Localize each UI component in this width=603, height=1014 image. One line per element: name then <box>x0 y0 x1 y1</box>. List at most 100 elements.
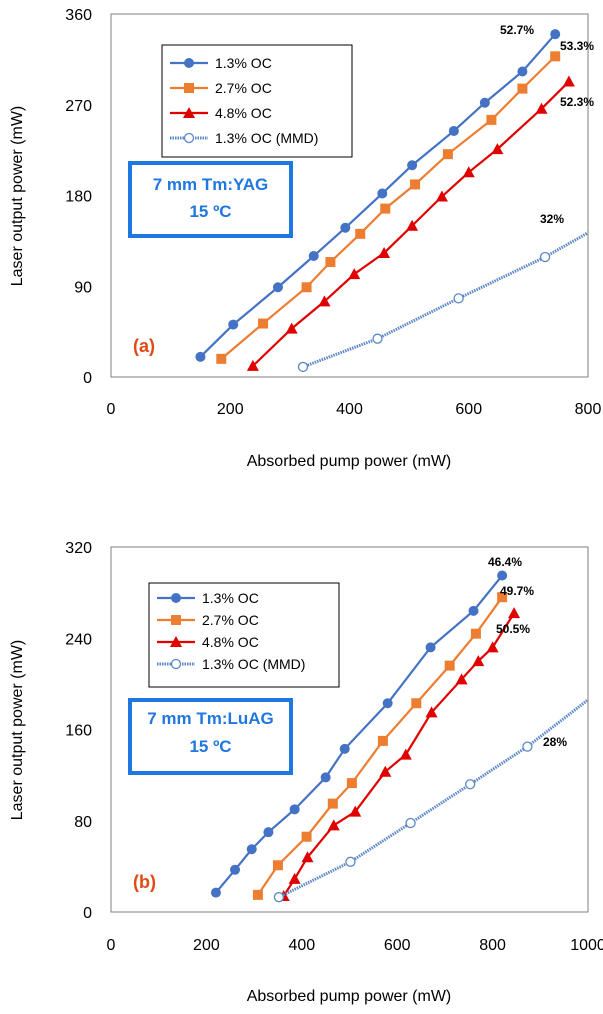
x-tick-label: 400 <box>288 937 315 954</box>
data-point <box>435 190 448 202</box>
x-tick-label: 0 <box>107 937 116 954</box>
data-point <box>479 97 490 108</box>
data-point <box>327 819 340 831</box>
temperature-label: 15 ºC <box>189 202 231 221</box>
data-point <box>470 628 481 639</box>
legend-label: 1.3% OC <box>215 55 272 71</box>
data-point <box>550 51 561 62</box>
legend-marker <box>170 636 182 647</box>
legend-marker <box>170 658 182 670</box>
data-point <box>444 660 455 671</box>
series-line <box>278 698 588 899</box>
x-tick-label: 800 <box>575 401 602 418</box>
legend-item: 1.3% OC <box>157 590 259 606</box>
series-4-8-oc <box>246 75 575 371</box>
series-2-7-oc <box>216 51 561 364</box>
legend-marker <box>183 107 195 118</box>
x-tick-label: 200 <box>193 937 220 954</box>
slope-efficiency-label: 52.7% <box>500 23 534 37</box>
data-point <box>258 318 269 329</box>
data-point <box>325 257 336 268</box>
series-1-3-oc <box>210 570 508 898</box>
data-point <box>472 655 485 667</box>
data-point <box>425 706 438 718</box>
series-1-3-oc-mmd- <box>297 231 588 373</box>
y-tick-label: 360 <box>65 7 92 24</box>
data-point <box>468 605 479 616</box>
plot-area <box>110 546 589 913</box>
legend: 1.3% OC 2.7% OC 4.8% OC 1.3% OC (MMD) <box>161 44 353 158</box>
x-tick-label: 400 <box>336 401 363 418</box>
panel-label: (b) <box>133 872 156 892</box>
data-point <box>399 748 412 760</box>
data-point <box>378 246 391 258</box>
data-point <box>562 75 575 87</box>
x-tick-label: 600 <box>384 937 411 954</box>
data-point <box>246 844 257 855</box>
data-point <box>497 592 508 603</box>
panel-label: (a) <box>133 336 155 356</box>
data-point <box>550 29 561 40</box>
x-tick-label: 1000 <box>570 937 603 954</box>
data-point <box>301 851 314 863</box>
data-point <box>448 125 459 136</box>
data-point <box>522 741 533 752</box>
data-point <box>455 673 468 685</box>
legend-label: 1.3% OC (MMD) <box>215 130 318 146</box>
data-point <box>289 804 300 815</box>
series-line <box>257 596 504 896</box>
data-point <box>195 351 206 362</box>
data-point <box>442 149 453 160</box>
data-point <box>297 361 309 373</box>
legend-marker <box>184 83 194 93</box>
data-point <box>372 333 383 344</box>
legend-label: 2.7% OC <box>215 80 272 96</box>
data-point <box>497 570 508 581</box>
data-point <box>410 179 421 190</box>
data-point <box>216 353 227 364</box>
series-1-3-oc <box>195 29 561 362</box>
data-point <box>377 735 388 746</box>
y-tick-label: 270 <box>65 98 92 115</box>
data-point <box>345 856 356 867</box>
data-point <box>339 743 350 754</box>
data-point <box>210 887 221 898</box>
data-point <box>382 698 393 709</box>
legend-label: 4.8% OC <box>215 105 272 121</box>
data-point <box>406 219 419 231</box>
data-point <box>252 889 263 900</box>
legend-item: 1.3% OC (MMD) <box>157 656 305 672</box>
y-tick-label: 90 <box>74 279 92 296</box>
series-2-7-oc <box>252 592 508 900</box>
y-tick-label: 160 <box>65 723 92 740</box>
x-tick-label: 800 <box>479 937 506 954</box>
data-point <box>407 160 418 171</box>
y-tick-label: 80 <box>74 814 92 831</box>
data-point <box>465 779 476 790</box>
x-axis-title: Absorbed pump power (mW) <box>247 453 452 470</box>
data-point <box>246 359 259 371</box>
data-point <box>228 319 239 330</box>
legend-marker <box>184 58 194 68</box>
y-tick-label: 180 <box>65 189 92 206</box>
x-tick-label: 600 <box>455 401 482 418</box>
data-point <box>349 805 362 817</box>
data-point <box>272 282 283 293</box>
x-tick-label: 200 <box>217 401 244 418</box>
data-point <box>346 778 357 789</box>
data-point <box>285 322 298 334</box>
data-point <box>462 166 475 178</box>
legend-label: 2.7% OC <box>202 612 259 628</box>
data-point <box>308 251 319 261</box>
info-box-frame <box>128 161 293 238</box>
series-4-8-oc <box>277 607 521 902</box>
y-tick-label: 240 <box>65 631 92 648</box>
chart-panel-a: 0 90 180 270 360 0 200 400 600 800 Absorbed pump p… <box>9 7 601 470</box>
data-point <box>379 765 392 777</box>
legend-item: 1.3% OC (MMD) <box>170 130 318 146</box>
data-point <box>535 102 548 114</box>
slope-efficiency-label: 46.4% <box>488 555 522 569</box>
legend-item: 1.3% OC <box>170 55 272 71</box>
data-point <box>273 892 285 903</box>
